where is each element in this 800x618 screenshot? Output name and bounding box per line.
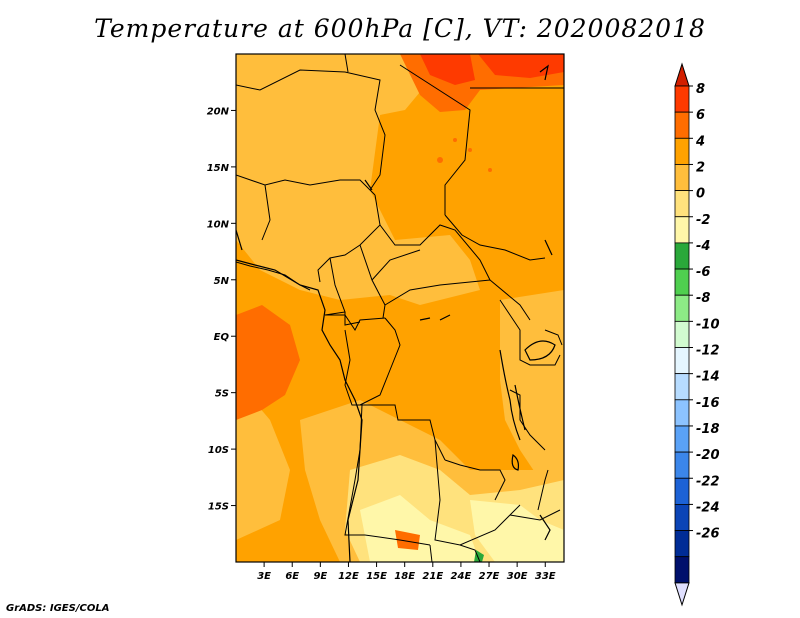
colorbar-swatch bbox=[674, 164, 690, 191]
colorbar-label: -2 bbox=[696, 213, 710, 228]
field-warm1-west bbox=[236, 380, 290, 540]
colorbar-swatch bbox=[674, 347, 690, 375]
colorbar-swatch bbox=[674, 556, 690, 584]
colorbar-label: -14 bbox=[696, 370, 720, 385]
lat-tick-label: 15S bbox=[208, 502, 229, 513]
colorbar-swatch bbox=[674, 85, 690, 113]
field-speckle bbox=[488, 168, 492, 172]
colorbar-swatch bbox=[674, 137, 690, 165]
lat-tick-label: 5S bbox=[215, 389, 229, 400]
colorbar-label: -8 bbox=[696, 291, 710, 306]
colorbar-label: -12 bbox=[696, 344, 720, 359]
lon-tick-label: 9E bbox=[313, 571, 327, 582]
colorbar-swatch bbox=[674, 320, 690, 348]
colorbar-swatch bbox=[674, 451, 690, 479]
colorbar-label: -24 bbox=[696, 500, 720, 515]
colorbar-label: 2 bbox=[696, 160, 705, 175]
lat-tick-label: 10S bbox=[208, 445, 229, 456]
lon-tick-label: 24E bbox=[451, 571, 472, 582]
lon-tick-label: 3E bbox=[257, 571, 271, 582]
colorbar-swatch bbox=[674, 399, 690, 427]
colorbar-swatch bbox=[674, 373, 690, 401]
colorbar-label: 0 bbox=[696, 187, 705, 202]
colorbar-swatch bbox=[674, 111, 690, 139]
field-warm3-east bbox=[478, 54, 564, 78]
colorbar-swatch bbox=[674, 530, 690, 558]
colorbar-swatch bbox=[674, 294, 690, 322]
longitude-axis: 3E 6E 9E 12E 15E 18E 21E 24E 27E 30E 33E bbox=[257, 562, 556, 582]
colorbar-label: 6 bbox=[696, 108, 705, 123]
lon-tick-label: 6E bbox=[285, 571, 299, 582]
colorbar-top-arrow bbox=[674, 62, 690, 87]
colorbar: 8 6 4 2 0 -2 -4 -6 -8 -10 -12 -14 -16 -18 -20 -22 -24 -26 bbox=[674, 62, 720, 607]
field-speckle bbox=[453, 138, 457, 142]
coastlines-lakes bbox=[236, 64, 556, 562]
colorbar-swatch bbox=[674, 268, 690, 296]
colorbar-label: -6 bbox=[696, 265, 710, 280]
field-speckle bbox=[468, 148, 472, 152]
colorbar-label: -16 bbox=[696, 396, 720, 411]
field-warm2-atlantic bbox=[236, 305, 300, 420]
colorbar-label: -4 bbox=[696, 239, 710, 254]
colorbar-label: 8 bbox=[696, 82, 705, 97]
colorbar-swatch bbox=[674, 425, 690, 453]
lon-tick-label: 12E bbox=[338, 571, 359, 582]
map-title: Temperature at 600hPa [C], VT: 202008201… bbox=[94, 14, 706, 43]
field-warm1-east bbox=[500, 290, 564, 480]
colorbar-label: -18 bbox=[696, 422, 720, 437]
map-frame bbox=[235, 53, 565, 563]
colorbar-bottom-arrow bbox=[674, 582, 690, 607]
colorbar-swatch bbox=[674, 503, 690, 531]
colorbar-label: -22 bbox=[696, 474, 720, 489]
colorbar-label: -10 bbox=[696, 317, 720, 332]
colorbar-swatch bbox=[674, 242, 690, 270]
lon-tick-label: 15E bbox=[366, 571, 387, 582]
field-cool2-south bbox=[360, 495, 480, 562]
colorbar-label: 4 bbox=[695, 134, 705, 149]
lon-tick-label: 21E bbox=[422, 571, 443, 582]
lat-tick-label: 20N bbox=[207, 106, 230, 117]
field-warm2-angola bbox=[395, 530, 420, 550]
colorbar-label: -20 bbox=[696, 448, 720, 463]
lat-tick-label: 15N bbox=[207, 163, 230, 174]
field-warm3-northeast bbox=[420, 54, 475, 85]
lat-tick-label: 5N bbox=[214, 276, 230, 287]
lon-tick-label: 33E bbox=[535, 571, 556, 582]
colorbar-swatch bbox=[674, 477, 690, 505]
colorbar-swatch bbox=[674, 190, 690, 218]
lat-tick-label: EQ bbox=[214, 332, 230, 343]
colorbar-swatch bbox=[674, 216, 690, 244]
field-speckle bbox=[437, 157, 443, 163]
temperature-field bbox=[236, 54, 564, 562]
latitude-axis: 20N 15N 10N 5N EQ 5S 10S 15S bbox=[207, 106, 236, 513]
lon-tick-label: 30E bbox=[507, 571, 528, 582]
lon-tick-label: 18E bbox=[394, 571, 415, 582]
lon-tick-label: 27E bbox=[479, 571, 500, 582]
grads-credit: GrADS: IGES/COLA bbox=[6, 603, 110, 614]
field-cool2-southeast bbox=[470, 500, 564, 562]
lat-tick-label: 10N bbox=[207, 219, 230, 230]
colorbar-label: -26 bbox=[696, 527, 720, 542]
